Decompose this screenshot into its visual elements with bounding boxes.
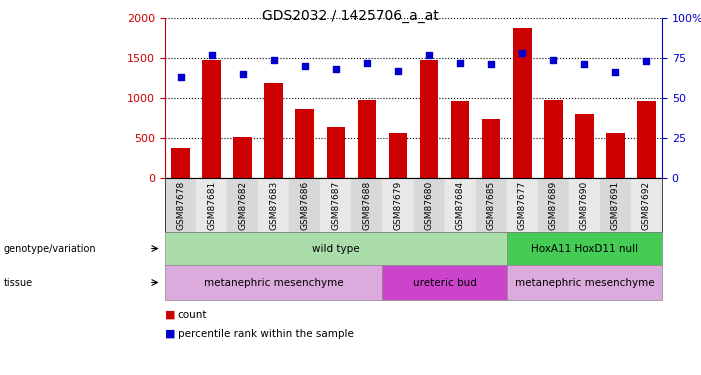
Point bbox=[361, 60, 372, 66]
Point bbox=[579, 62, 590, 68]
Bar bbox=[513, 28, 531, 178]
Text: GSM87691: GSM87691 bbox=[611, 181, 620, 230]
Point bbox=[175, 74, 186, 80]
Bar bbox=[351, 178, 383, 232]
Point bbox=[641, 58, 652, 64]
Text: metanephric mesenchyme: metanephric mesenchyme bbox=[515, 278, 654, 288]
Text: count: count bbox=[177, 310, 207, 320]
Text: tissue: tissue bbox=[4, 278, 33, 288]
Bar bbox=[475, 178, 507, 232]
Text: GDS2032 / 1425706_a_at: GDS2032 / 1425706_a_at bbox=[262, 9, 439, 23]
Point bbox=[610, 69, 621, 75]
Bar bbox=[544, 100, 563, 178]
Point bbox=[486, 62, 497, 68]
Text: GSM87685: GSM87685 bbox=[486, 181, 496, 230]
Text: wild type: wild type bbox=[312, 243, 360, 254]
Bar bbox=[203, 60, 221, 178]
Text: ■: ■ bbox=[165, 310, 175, 320]
Bar bbox=[451, 101, 470, 178]
Text: metanephric mesenchyme: metanephric mesenchyme bbox=[204, 278, 343, 288]
Bar bbox=[258, 178, 290, 232]
Text: GSM87679: GSM87679 bbox=[393, 181, 402, 230]
Bar bbox=[538, 178, 569, 232]
Point bbox=[299, 63, 311, 69]
Bar bbox=[171, 148, 190, 178]
Text: percentile rank within the sample: percentile rank within the sample bbox=[177, 329, 353, 339]
Point bbox=[423, 52, 435, 58]
Text: HoxA11 HoxD11 null: HoxA11 HoxD11 null bbox=[531, 243, 638, 254]
Point bbox=[454, 60, 465, 66]
Bar bbox=[637, 101, 656, 178]
Bar bbox=[606, 133, 625, 178]
Bar bbox=[569, 178, 600, 232]
Bar bbox=[227, 178, 258, 232]
Text: GSM87686: GSM87686 bbox=[300, 181, 309, 230]
Point bbox=[237, 71, 248, 77]
Bar bbox=[575, 114, 594, 178]
Bar bbox=[290, 178, 320, 232]
Text: GSM87690: GSM87690 bbox=[580, 181, 589, 230]
Point bbox=[268, 57, 279, 63]
Text: GSM87682: GSM87682 bbox=[238, 181, 247, 230]
Bar bbox=[420, 60, 438, 178]
Text: ureteric bud: ureteric bud bbox=[413, 278, 477, 288]
Text: GSM87684: GSM87684 bbox=[456, 181, 465, 230]
Bar bbox=[320, 178, 351, 232]
Point bbox=[393, 68, 404, 74]
Bar bbox=[482, 119, 501, 178]
Text: GSM87683: GSM87683 bbox=[269, 181, 278, 230]
Bar bbox=[444, 178, 475, 232]
Bar bbox=[327, 127, 345, 178]
Text: GSM87680: GSM87680 bbox=[425, 181, 433, 230]
Bar bbox=[165, 178, 196, 232]
Text: GSM87687: GSM87687 bbox=[332, 181, 341, 230]
Bar bbox=[295, 109, 314, 178]
Bar bbox=[600, 178, 631, 232]
Text: ■: ■ bbox=[165, 329, 175, 339]
Text: GSM87688: GSM87688 bbox=[362, 181, 372, 230]
Text: genotype/variation: genotype/variation bbox=[4, 243, 96, 254]
Text: GSM87678: GSM87678 bbox=[176, 181, 185, 230]
Bar bbox=[631, 178, 662, 232]
Point bbox=[330, 66, 341, 72]
Bar bbox=[196, 178, 227, 232]
Bar bbox=[383, 178, 414, 232]
Text: GSM87689: GSM87689 bbox=[549, 181, 558, 230]
Bar bbox=[414, 178, 444, 232]
Bar bbox=[388, 133, 407, 178]
Point bbox=[517, 50, 528, 56]
Bar bbox=[358, 100, 376, 178]
Bar bbox=[264, 83, 283, 178]
Text: GSM87677: GSM87677 bbox=[518, 181, 526, 230]
Bar bbox=[233, 137, 252, 178]
Text: GSM87692: GSM87692 bbox=[642, 181, 651, 230]
Point bbox=[547, 57, 559, 63]
Bar bbox=[507, 178, 538, 232]
Text: GSM87681: GSM87681 bbox=[207, 181, 216, 230]
Point bbox=[206, 52, 217, 58]
